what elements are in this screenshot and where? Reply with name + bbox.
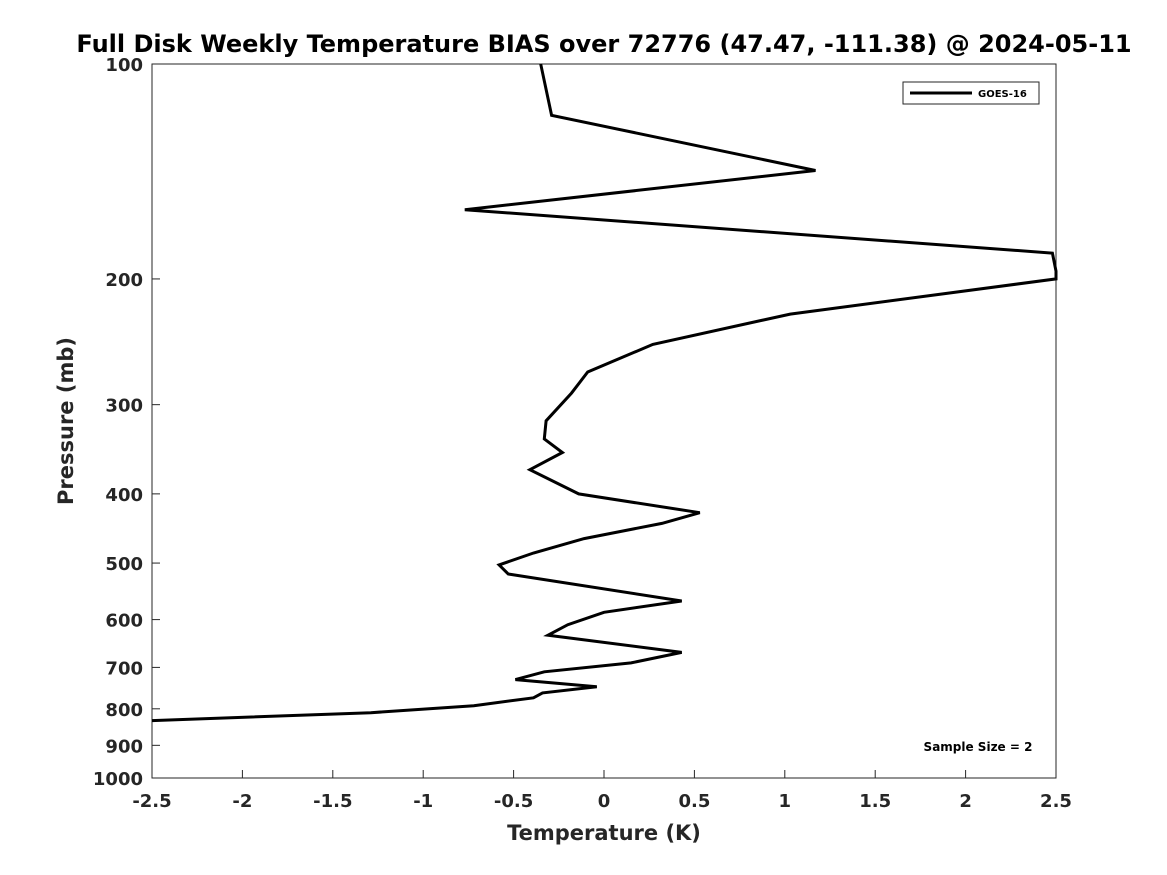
y-tick-label: 1000: [93, 769, 143, 790]
x-tick-label: 1: [779, 791, 792, 812]
y-tick-label: 900: [105, 736, 143, 757]
x-tick-label: 2.5: [1040, 791, 1072, 812]
x-tick-label: -2.5: [132, 791, 171, 812]
sample-size-annotation: Sample Size = 2: [924, 740, 1033, 754]
series-line-goes-16: [151, 63, 1058, 723]
plot-area: [151, 63, 1057, 779]
x-tick-label: -0.5: [494, 791, 533, 812]
x-tick-label: -2: [232, 791, 252, 812]
x-tick-label: -1: [413, 791, 433, 812]
legend: GOES-16: [902, 81, 1040, 105]
y-tick-label: 100: [105, 55, 143, 76]
y-tick-label: 500: [105, 554, 143, 575]
x-tick-label: 2: [959, 791, 972, 812]
x-axis: -2.5 -2 -1.5 -1 -0.5 0 0.5 1 1.5 2 2.5: [132, 770, 1072, 812]
y-tick-label: 200: [105, 270, 143, 291]
y-tick-label: 600: [105, 611, 143, 632]
y-tick-label: 400: [105, 485, 143, 506]
y-axis-label: Pressure (mb): [54, 337, 78, 505]
y-tick-label: 700: [105, 658, 143, 679]
y-tick-label: 800: [105, 700, 143, 721]
x-tick-label: 1.5: [859, 791, 891, 812]
x-axis-label: Temperature (K): [507, 821, 701, 845]
y-tick-label: 300: [105, 396, 143, 417]
legend-label-goes-16: GOES-16: [978, 89, 1027, 100]
chart-title: Full Disk Weekly Temperature BIAS over 7…: [76, 30, 1131, 58]
x-tick-label: 0.5: [678, 791, 710, 812]
x-tick-label: -1.5: [313, 791, 352, 812]
x-tick-label: 0: [598, 791, 611, 812]
y-axis: 100 200 300 400 500 600 700 800 900 1000: [93, 55, 160, 790]
